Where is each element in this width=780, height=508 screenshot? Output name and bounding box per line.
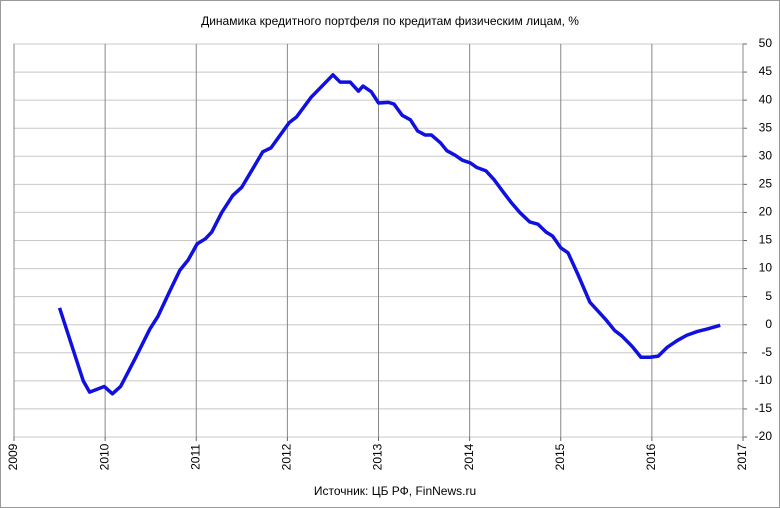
- y-tick-label: 50: [759, 36, 773, 50]
- x-tick-label: 2013: [371, 443, 385, 470]
- data-line: [57, 73, 721, 396]
- x-tick-label: 2009: [6, 443, 20, 470]
- source: Источник: ЦБ РФ, FinNews.ru: [314, 484, 476, 498]
- y-tick-label: -20: [755, 429, 773, 443]
- y-tick-label: -5: [761, 345, 772, 359]
- y-tick-label: 30: [759, 148, 773, 162]
- y-tick-label: 20: [759, 205, 773, 219]
- chart-title: Динамика кредитного портфеля по кредитам…: [201, 14, 579, 28]
- y-tick-label: 35: [759, 120, 773, 134]
- y-tick-label: 40: [759, 92, 773, 106]
- y-tick-label: 10: [759, 261, 773, 275]
- y-tick-label: -10: [755, 373, 773, 387]
- x-tick-label: 2011: [188, 444, 202, 470]
- x-tick-label: 2015: [553, 443, 567, 470]
- y-tick-label: 0: [765, 317, 772, 331]
- y-tick-label: -15: [755, 401, 773, 415]
- x-tick-label: 2016: [644, 443, 658, 470]
- y-tick-label: 45: [759, 64, 773, 78]
- y-tick-label: 5: [765, 289, 772, 303]
- x-tick-label: 2012: [280, 443, 294, 470]
- x-tick-label: 2014: [462, 443, 476, 470]
- y-tick-label: 15: [759, 233, 773, 247]
- y-tick-label: 25: [759, 177, 773, 191]
- x-tick-label: 2010: [97, 443, 111, 470]
- x-tick-label: 2017: [735, 443, 749, 470]
